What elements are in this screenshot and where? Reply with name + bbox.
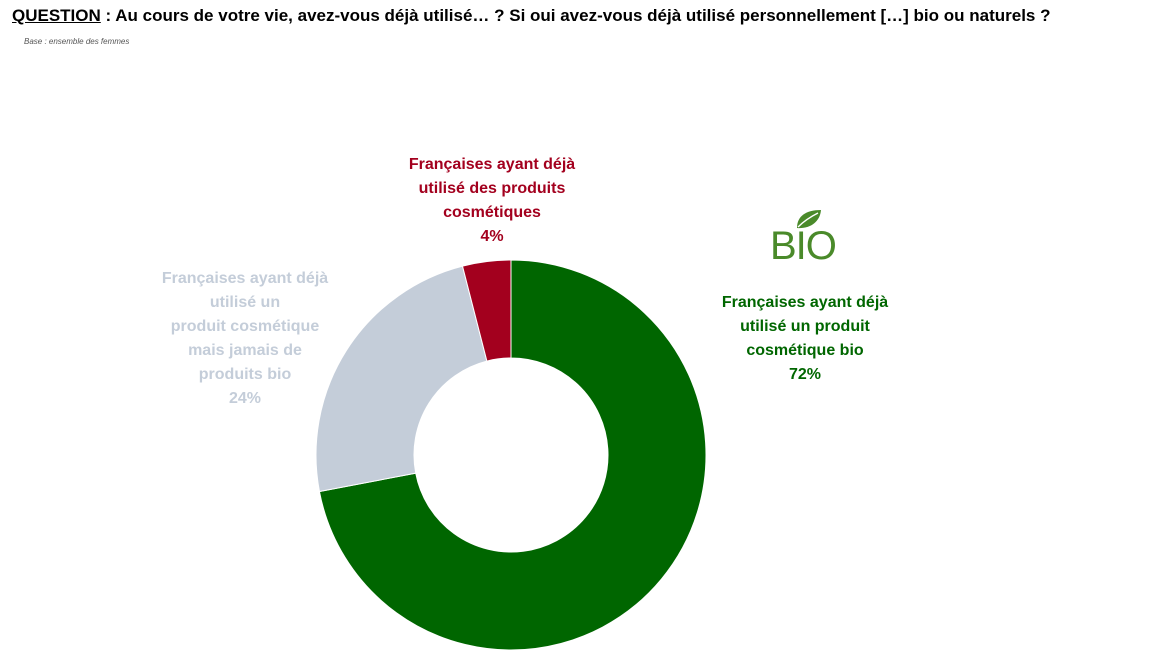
slice-value-never-bio: 24% bbox=[228, 390, 262, 407]
slice-label-never-bio-line: produits bio bbox=[198, 366, 292, 383]
question-label: QUESTION bbox=[12, 6, 101, 25]
donut-slice-cosmetics bbox=[461, 259, 512, 362]
slice-label-bio-line: cosmétique bio bbox=[746, 342, 864, 359]
slice-label-bio: Françaises ayant déjà utilisé un produit… bbox=[700, 291, 910, 387]
bio-logo: BIO bbox=[768, 208, 848, 274]
slice-label-cosmetics-line: cosmétiques bbox=[443, 204, 541, 221]
bio-logo-text: BIO bbox=[770, 224, 837, 268]
slice-label-never-bio-line: mais jamais de bbox=[188, 342, 302, 359]
slice-label-never-bio-line: Françaises ayant déjà bbox=[161, 270, 329, 287]
slice-value-cosmetics: 4% bbox=[480, 228, 504, 245]
slice-label-cosmetics: Françaises ayant déjà utilisé des produi… bbox=[382, 153, 602, 249]
slice-label-bio-line: utilisé un produit bbox=[740, 318, 870, 335]
question-text: : Au cours de votre vie, avez-vous déjà … bbox=[100, 6, 1051, 25]
slice-label-never-bio-line: utilisé un bbox=[209, 294, 281, 311]
slice-label-never-bio-line: produit cosmétique bbox=[170, 318, 320, 335]
slice-label-never-bio: Françaises ayant déjà utilisé un produit… bbox=[150, 267, 340, 411]
slice-label-bio-line: Françaises ayant déjà bbox=[721, 294, 889, 311]
donut-slice-never-bio bbox=[315, 265, 488, 493]
slice-label-cosmetics-line: utilisé des produits bbox=[418, 180, 566, 197]
leaf-icon bbox=[797, 210, 821, 229]
donut-slice-bio bbox=[318, 259, 707, 651]
question-heading: QUESTION : Au cours de votre vie, avez-v… bbox=[12, 6, 1152, 26]
slice-value-bio: 72% bbox=[788, 366, 822, 383]
slice-label-cosmetics-line: Françaises ayant déjà bbox=[408, 156, 576, 173]
base-note: Base : ensemble des femmes bbox=[24, 37, 130, 46]
